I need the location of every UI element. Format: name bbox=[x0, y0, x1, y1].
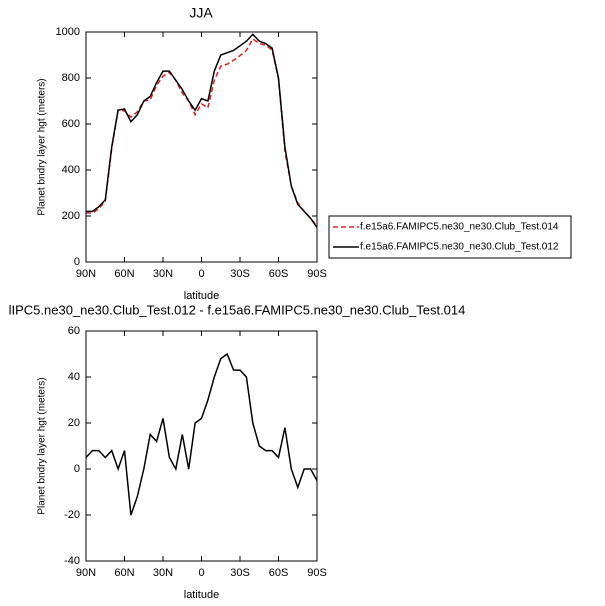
x-tick-label: 60N bbox=[114, 567, 134, 579]
y-axis-label: Planet bndry layer hgt (meters) bbox=[37, 377, 48, 514]
plot-frame bbox=[85, 31, 318, 263]
chart-title: JJA bbox=[189, 5, 213, 21]
x-tick-label: 30S bbox=[230, 567, 250, 579]
y-tick-label: 0 bbox=[74, 463, 80, 475]
x-tick-label: 90S bbox=[307, 268, 327, 280]
y-tick-label: 400 bbox=[62, 164, 80, 176]
data-line bbox=[85, 352, 318, 516]
y-tick-label: 800 bbox=[62, 72, 80, 84]
y-tick-label: 40 bbox=[68, 371, 80, 383]
y-tick-label: 0 bbox=[74, 256, 80, 268]
x-tick-label: 60S bbox=[269, 268, 289, 280]
plot-frame bbox=[85, 330, 318, 562]
y-tick-label: 20 bbox=[68, 417, 80, 429]
x-tick-label: 0 bbox=[198, 268, 204, 280]
legend-label: f.e15a6.FAMIPC5.ne30_ne30.Club_Test.014 bbox=[360, 222, 559, 233]
x-tick-label: 60S bbox=[269, 567, 289, 579]
x-tick-label: 0 bbox=[198, 567, 204, 579]
chart-title: lIPC5.ne30_ne30.Club_Test.012 - f.e15a6.… bbox=[9, 302, 466, 317]
y-tick-label: 1000 bbox=[56, 26, 80, 38]
data-line bbox=[85, 37, 318, 227]
y-tick-label: 600 bbox=[62, 118, 80, 130]
legend-box bbox=[328, 215, 572, 259]
data-line bbox=[86, 33, 318, 228]
x-axis-label: latitude bbox=[184, 290, 219, 302]
x-tick-label: 60N bbox=[114, 268, 134, 280]
x-tick-label: 90N bbox=[76, 268, 96, 280]
y-axis-label: Planet bndry layer hgt (meters) bbox=[37, 78, 48, 215]
y-tick-label: 60 bbox=[68, 325, 80, 337]
x-tick-label: 90S bbox=[307, 567, 327, 579]
x-tick-label: 30S bbox=[230, 268, 250, 280]
x-axis-label: latitude bbox=[184, 589, 219, 601]
x-tick-label: 30N bbox=[153, 567, 173, 579]
legend-label: f.e15a6.FAMIPC5.ne30_ne30.Club_Test.012 bbox=[360, 242, 559, 253]
x-tick-label: 90N bbox=[76, 567, 96, 579]
y-tick-label: 200 bbox=[62, 210, 80, 222]
y-tick-label: -40 bbox=[64, 555, 80, 567]
y-tick-label: -20 bbox=[64, 509, 80, 521]
x-tick-label: 30N bbox=[153, 268, 173, 280]
